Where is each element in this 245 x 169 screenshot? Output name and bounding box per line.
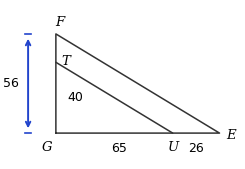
- Text: G: G: [41, 141, 52, 154]
- Text: F: F: [55, 16, 64, 29]
- Text: U: U: [168, 141, 179, 154]
- Text: 56: 56: [3, 77, 19, 90]
- Text: 26: 26: [188, 142, 204, 155]
- Text: 65: 65: [111, 142, 127, 155]
- Text: 40: 40: [68, 91, 84, 104]
- Text: T: T: [62, 55, 71, 68]
- Text: E: E: [226, 129, 236, 142]
